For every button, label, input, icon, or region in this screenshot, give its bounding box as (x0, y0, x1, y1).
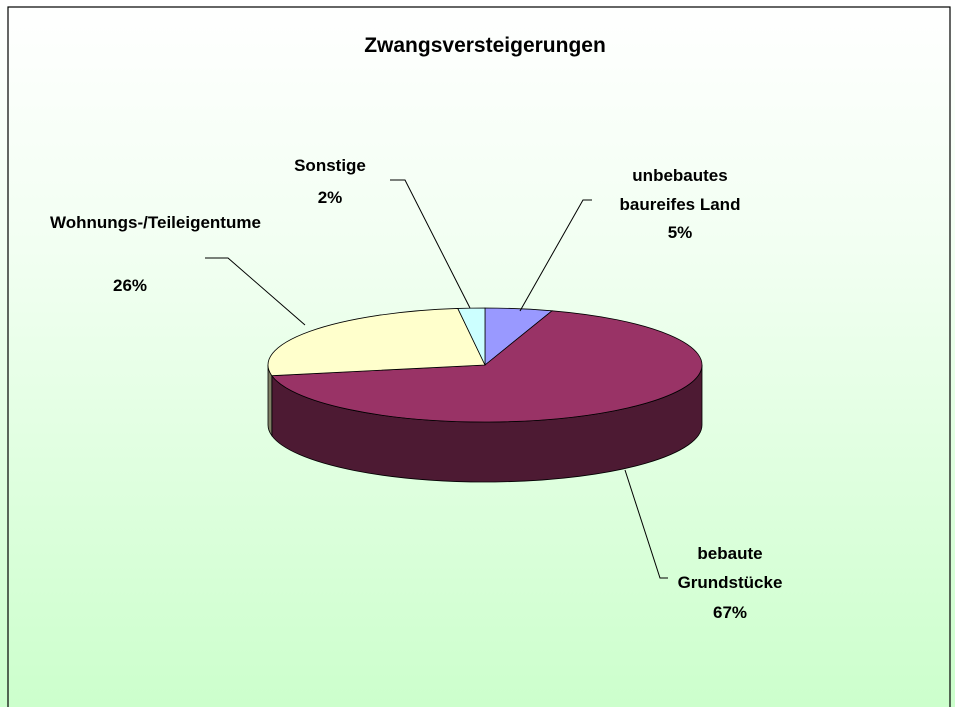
leader-line (205, 257, 306, 326)
value-label: 26% (112, 276, 148, 295)
chart-frame (7, 6, 951, 707)
category-label: Sonstige (294, 156, 366, 175)
pie-side (267, 364, 273, 437)
pie (267, 307, 703, 483)
leader-line (519, 199, 592, 312)
pie-slice (457, 307, 486, 366)
value-label: 5% (667, 223, 693, 242)
leader-line (390, 179, 471, 309)
leader-lines (205, 179, 668, 579)
leader-line (624, 469, 668, 579)
pie-slice (267, 308, 486, 377)
category-label: Wohnungs-/Teileigentume (50, 213, 261, 232)
value-label: 67% (712, 603, 748, 622)
category-label: unbebautes baureifes Land (619, 166, 741, 214)
chart-title: Zwangsversteigerungen (364, 34, 606, 57)
category-label: bebaute Grundstücke (677, 544, 783, 592)
value-label: 2% (317, 188, 343, 207)
pie-slice (271, 310, 703, 423)
